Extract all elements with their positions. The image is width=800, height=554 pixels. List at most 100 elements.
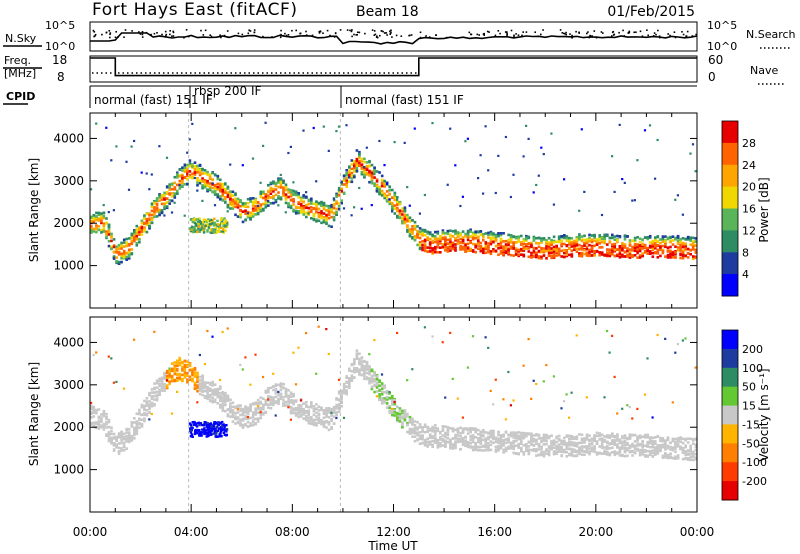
range-cell — [431, 439, 434, 443]
range-cell — [363, 366, 366, 370]
range-cell — [514, 250, 518, 253]
range-cell — [315, 422, 318, 425]
range-cell — [585, 238, 589, 241]
range-cell — [373, 390, 376, 394]
range-cell — [110, 429, 113, 433]
range-cell — [380, 382, 384, 385]
range-cell — [125, 237, 128, 241]
range-cell — [219, 178, 222, 182]
range-cell — [661, 250, 665, 253]
range-cell — [393, 141, 396, 144]
range-cell — [552, 452, 556, 456]
range-cell — [509, 195, 512, 199]
range-cell — [466, 442, 470, 445]
range-cell — [568, 241, 571, 244]
range-cell — [636, 249, 639, 253]
range-cell — [143, 399, 146, 403]
range-cell — [661, 240, 665, 243]
range-cell — [284, 183, 288, 187]
range-cell — [532, 449, 536, 452]
range-cell — [163, 207, 166, 211]
range-cell — [219, 396, 222, 400]
range-cell — [196, 401, 199, 404]
range-cell — [269, 188, 273, 191]
range-cell — [350, 174, 354, 178]
noise-search-dot — [622, 29, 624, 32]
range-cell — [598, 238, 601, 241]
range-cell — [580, 235, 584, 238]
range-cell — [226, 185, 230, 189]
range-cell — [112, 381, 115, 384]
range-cell — [385, 199, 389, 202]
range-cell — [681, 254, 685, 258]
range-cell — [133, 433, 136, 437]
range-cell — [112, 442, 116, 445]
range-cell — [155, 215, 159, 218]
range-cell — [105, 235, 108, 239]
range-cell — [494, 237, 498, 240]
range-cell — [155, 397, 159, 401]
range-cell — [547, 451, 551, 455]
range-cell — [277, 180, 280, 183]
range-cell — [380, 390, 384, 394]
range-cell — [393, 409, 397, 412]
y-tick-label: 1000 — [53, 259, 84, 273]
range-cell — [234, 197, 237, 201]
range-cell — [542, 249, 546, 252]
range-cell — [297, 346, 300, 349]
range-cell — [181, 184, 184, 187]
range-cell — [277, 383, 280, 387]
range-cell — [198, 168, 202, 172]
range-cell — [550, 243, 553, 247]
range-cell — [360, 360, 364, 363]
range-cell — [355, 354, 359, 357]
range-cell — [194, 230, 197, 233]
range-cell — [669, 256, 672, 259]
range-cell — [514, 431, 518, 435]
range-cell — [330, 418, 333, 421]
range-cell — [135, 428, 139, 432]
noise-search-dot — [506, 34, 508, 36]
range-cell — [205, 223, 208, 226]
range-cell — [216, 388, 220, 391]
range-cell — [537, 453, 541, 457]
range-cell — [158, 194, 161, 197]
range-cell — [494, 436, 498, 440]
range-cell — [105, 126, 108, 129]
range-cell — [269, 386, 273, 390]
range-cell — [178, 184, 181, 187]
range-cell — [444, 444, 447, 447]
range-cell — [676, 235, 680, 239]
range-cell — [284, 193, 288, 196]
range-cell — [588, 243, 591, 247]
range-cell — [178, 168, 182, 171]
range-cell — [365, 367, 369, 370]
range-cell — [616, 234, 619, 238]
range-cell — [188, 378, 192, 381]
range-cell — [219, 385, 222, 389]
range-cell — [426, 230, 429, 234]
range-cell — [552, 441, 556, 444]
range-cell — [489, 436, 493, 439]
range-cell — [540, 448, 543, 451]
noise-search-dot — [612, 34, 615, 36]
range-cell — [117, 452, 121, 455]
range-cell — [272, 398, 275, 401]
range-cell — [297, 206, 300, 209]
range-cell — [105, 420, 108, 424]
range-cell — [623, 251, 627, 254]
range-cell — [264, 399, 268, 402]
range-cell — [378, 398, 381, 401]
range-cell — [277, 197, 280, 200]
range-cell — [375, 185, 379, 189]
range-cell — [520, 449, 523, 453]
range-cell — [160, 389, 164, 392]
range-cell — [107, 225, 111, 228]
range-cell — [120, 260, 123, 264]
range-cell — [244, 218, 247, 222]
range-cell — [310, 422, 313, 425]
range-cell — [345, 181, 348, 184]
range-cell — [254, 409, 257, 413]
range-cell — [150, 218, 154, 221]
range-cell — [277, 204, 280, 207]
